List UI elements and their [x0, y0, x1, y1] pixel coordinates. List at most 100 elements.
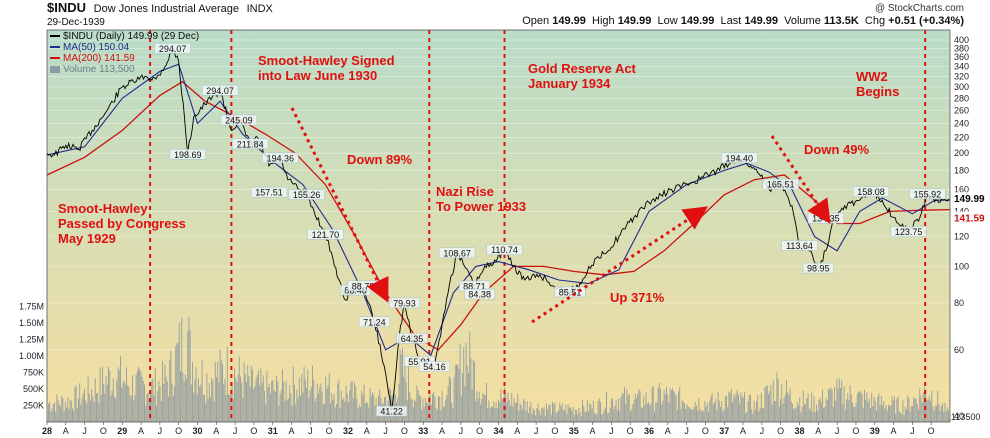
volume-bar [268, 383, 270, 422]
volume-bar [511, 393, 513, 422]
volume-bar [810, 410, 811, 422]
legend-ma200-label: MA(200) 141.59 [63, 53, 135, 64]
volume-bar [236, 381, 238, 422]
volume-bar [244, 373, 246, 422]
volume-bar [710, 396, 712, 422]
ohlc-bar: Open 149.99 High 149.99 Low 149.99 Last … [522, 15, 964, 27]
volume-bar [602, 413, 604, 422]
callout-box [852, 186, 890, 197]
volume-bar [336, 404, 337, 422]
volume-bar [628, 394, 630, 422]
price-tick-label: 180 [954, 165, 969, 175]
price-tick-label: 140 [954, 206, 969, 216]
volume-bar [301, 374, 303, 422]
volume-bar [848, 400, 850, 422]
volume-bar [652, 386, 654, 422]
x-tick-label: O [175, 426, 182, 436]
volume-bar [795, 407, 797, 422]
volume-bar [723, 409, 725, 422]
volume-bar [519, 403, 521, 422]
volume-bar [175, 346, 177, 422]
volume-bar [542, 408, 544, 422]
volume-bar [93, 402, 95, 422]
volume-bar [540, 415, 541, 422]
volume-bar [705, 406, 707, 422]
volume-bar [579, 412, 581, 422]
price-tick-label: 380 [954, 43, 969, 53]
volume-bar [318, 393, 319, 422]
volume-bar [522, 409, 523, 422]
x-tick-label: J [760, 426, 765, 436]
volume-bar [373, 394, 375, 422]
volume-bar [618, 398, 619, 422]
volume-bar [624, 387, 625, 422]
volume-bar [51, 408, 53, 422]
volume-bar [513, 398, 515, 422]
volume-bar [944, 402, 946, 422]
volume-bar [157, 390, 159, 422]
price-tick-label: 80 [954, 298, 964, 308]
x-tick-label: O [250, 426, 257, 436]
volume-bar [679, 386, 681, 422]
volume-bar [757, 394, 759, 422]
volume-bar [934, 406, 936, 422]
volume-bar [673, 390, 675, 422]
volume-bar [433, 391, 435, 422]
volume-bar [910, 406, 912, 422]
volume-bar [331, 392, 333, 422]
volume-bar [55, 411, 57, 422]
volume-bar [651, 387, 653, 422]
volume-bar [226, 347, 228, 422]
volume-bar [333, 394, 335, 422]
volume-bar [254, 386, 256, 422]
volume-bar [196, 394, 198, 422]
volume-bar [754, 409, 756, 422]
volume-bar [901, 414, 903, 422]
volume-bar [426, 402, 427, 422]
volume-bar [171, 383, 173, 422]
volume-bar [928, 396, 930, 422]
volume-bar [751, 409, 753, 422]
volume-bar [885, 405, 887, 422]
volume-bar [474, 361, 475, 422]
volume-bar [832, 407, 834, 422]
volume-bar [85, 400, 87, 422]
volume-bar [309, 390, 311, 422]
watermark: @ StockCharts.com [874, 3, 964, 14]
price-tick-label: 40 [954, 411, 964, 421]
volume-bar [492, 406, 493, 422]
x-tick-label: A [63, 426, 69, 436]
volume-bar [676, 410, 678, 422]
volume-bar [186, 378, 187, 422]
volume-bar [208, 382, 210, 422]
volume-bar [835, 400, 837, 422]
volume-bar [866, 392, 868, 422]
volume-bar [780, 399, 781, 422]
volume-bar [817, 410, 819, 422]
volume-bar [423, 406, 425, 422]
volume-bar [206, 373, 208, 422]
volume-bar [75, 385, 77, 422]
volume-bar [535, 415, 537, 422]
volume-bar [108, 366, 109, 422]
volume-bar [212, 380, 214, 422]
volume-bar [763, 408, 765, 422]
volume-bar [136, 371, 138, 422]
volume-bar [585, 411, 587, 422]
low-value: 149.99 [680, 15, 715, 27]
volume-bar [145, 405, 147, 422]
callout-label: 198.69 [174, 150, 202, 160]
volume-bar [552, 401, 553, 422]
volume-bar [213, 401, 215, 422]
volume-bar [217, 361, 219, 422]
volume-bar [538, 410, 540, 422]
price-tick-label: 280 [954, 93, 969, 103]
volume-label: Volume [784, 15, 821, 27]
callout-box [762, 178, 799, 190]
volume-bar [328, 372, 330, 422]
volume-bar [582, 400, 583, 422]
annotation-gold: Gold Reserve Act [528, 61, 637, 76]
volume-bar [291, 405, 293, 422]
volume-bar [194, 379, 196, 422]
volume-bar [466, 365, 468, 422]
